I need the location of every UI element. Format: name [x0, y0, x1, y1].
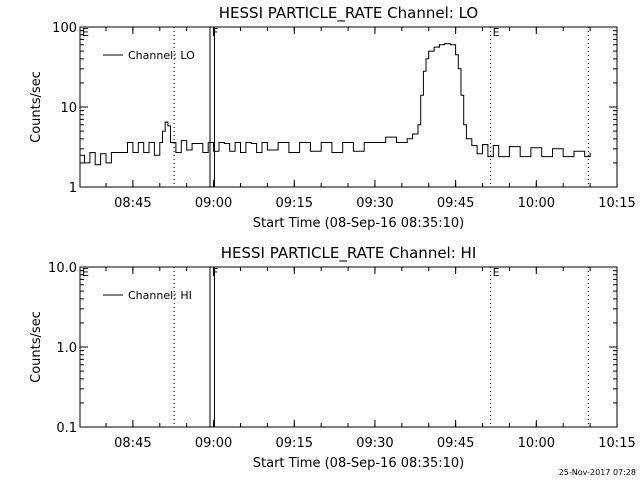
panel2-xtick-label: 10:00 — [518, 436, 555, 451]
panel1-ytick-label: 1 — [69, 181, 77, 196]
panel2-event-label: E — [82, 266, 89, 279]
panel1-event-label: F — [212, 26, 218, 39]
panel1-series-line — [80, 43, 591, 166]
panel1-xlabel: Start Time (08-Sep-16 08:35:10) — [253, 216, 464, 231]
panel1-xtick-label: 09:45 — [437, 196, 474, 211]
panel1-xtick-label: 10:15 — [598, 196, 635, 211]
panel1-event-label: E — [82, 26, 89, 39]
panel2-legend-label: Channel: HI — [128, 289, 192, 302]
panel1-title: HESSI PARTICLE_RATE Channel: LO — [219, 4, 478, 23]
panel2-ytick-label: 10.0 — [48, 261, 77, 276]
panel2-xtick-label: 10:15 — [598, 436, 635, 451]
panel1-xtick-label: 09:30 — [356, 196, 393, 211]
panel2-event-label: F — [212, 266, 218, 279]
plot-timestamp: 25-Nov-2017 07:28 — [559, 468, 636, 477]
panel2-ytick-label: 0.1 — [56, 421, 77, 436]
panel1-xtick-label: 10:00 — [518, 196, 555, 211]
panel2-ylabel: Counts/sec — [29, 311, 44, 383]
panel2-title: HESSI PARTICLE_RATE Channel: HI — [221, 244, 477, 263]
panel1-xtick-label: 09:00 — [195, 196, 232, 211]
panel2-xtick-label: 09:00 — [195, 436, 232, 451]
panel1-ylabel: Counts/sec — [29, 71, 44, 143]
panel1-ytick-label: 100 — [52, 21, 77, 36]
panel1-legend-label: Channel: LO — [128, 49, 195, 62]
panel1-xtick-label: 08:45 — [114, 196, 151, 211]
panel2-xlabel: Start Time (08-Sep-16 08:35:10) — [253, 456, 464, 471]
panel1-xtick-label: 09:15 — [276, 196, 313, 211]
panel2-xtick-label: 09:30 — [356, 436, 393, 451]
panel2-xtick-label: 09:15 — [276, 436, 313, 451]
panel2-xtick-label: 09:45 — [437, 436, 474, 451]
panel1-event-label: E — [493, 26, 500, 39]
panel2-event-label: E — [493, 266, 500, 279]
panel1-ytick-label: 10 — [60, 101, 77, 116]
panel2-ytick-label: 1.0 — [56, 341, 77, 356]
panel2-xtick-label: 08:45 — [114, 436, 151, 451]
